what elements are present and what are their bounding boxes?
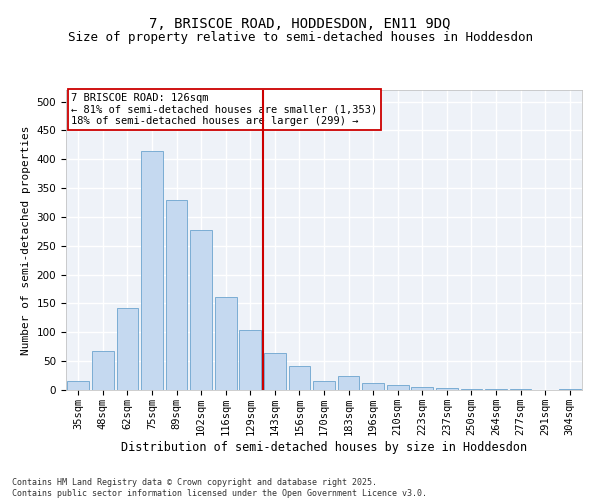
Bar: [362, 383, 384, 390]
Bar: [190, 230, 212, 390]
Text: Size of property relative to semi-detached houses in Hoddesdon: Size of property relative to semi-detach…: [67, 31, 533, 44]
Bar: [215, 296, 236, 390]
Bar: [116, 308, 138, 390]
Bar: [289, 366, 310, 390]
Bar: [412, 387, 433, 390]
Text: Contains HM Land Registry data © Crown copyright and database right 2025.
Contai: Contains HM Land Registry data © Crown c…: [12, 478, 427, 498]
Bar: [313, 382, 335, 390]
Bar: [92, 351, 113, 390]
Bar: [67, 382, 89, 390]
Bar: [461, 389, 482, 390]
Bar: [264, 352, 286, 390]
Bar: [338, 376, 359, 390]
Y-axis label: Number of semi-detached properties: Number of semi-detached properties: [21, 125, 31, 355]
Bar: [239, 330, 261, 390]
X-axis label: Distribution of semi-detached houses by size in Hoddesdon: Distribution of semi-detached houses by …: [121, 440, 527, 454]
Text: 7 BRISCOE ROAD: 126sqm
← 81% of semi-detached houses are smaller (1,353)
18% of : 7 BRISCOE ROAD: 126sqm ← 81% of semi-det…: [71, 93, 377, 126]
Text: 7, BRISCOE ROAD, HODDESDON, EN11 9DQ: 7, BRISCOE ROAD, HODDESDON, EN11 9DQ: [149, 18, 451, 32]
Bar: [141, 150, 163, 390]
Bar: [387, 385, 409, 390]
Bar: [436, 388, 458, 390]
Bar: [166, 200, 187, 390]
